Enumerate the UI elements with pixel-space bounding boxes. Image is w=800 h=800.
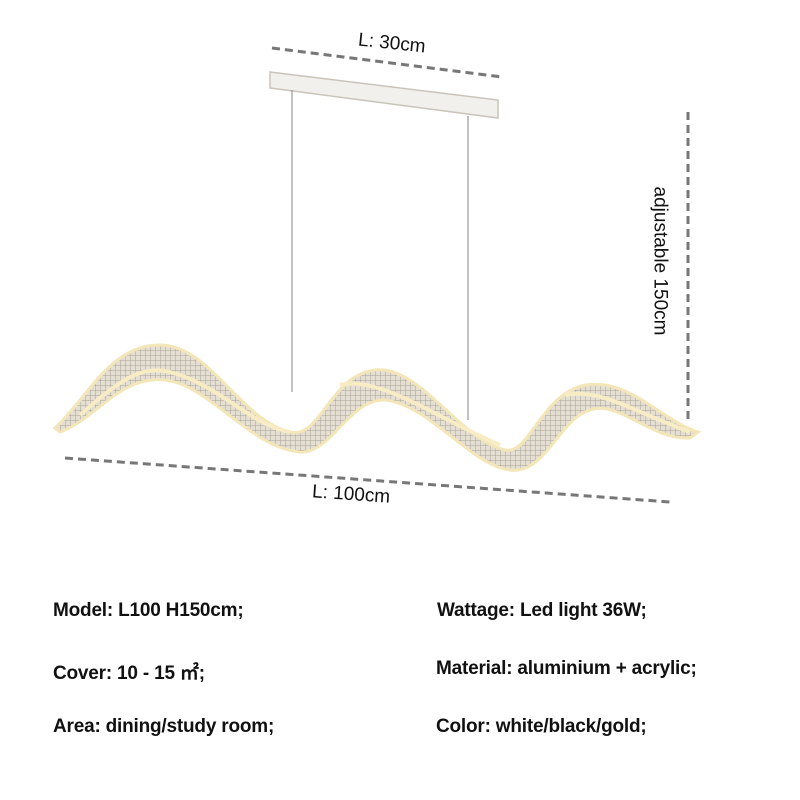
spec-model: Model: L100 H150cm; <box>53 600 244 621</box>
height-label: adjustable 150cm <box>649 186 671 336</box>
spec-material: Material: aluminium + acrylic; <box>436 658 697 679</box>
ceiling-canopy <box>269 71 499 119</box>
spec-wattage: Wattage: Led light 36W; <box>437 600 647 621</box>
spec-area: Area: dining/study room; <box>53 716 275 737</box>
spec-cover: Cover: 10 - 15 ㎡; <box>53 663 205 684</box>
wave-light-body <box>52 343 702 472</box>
spec-color: Color: white/black/gold; <box>436 716 647 737</box>
length-dimension-line <box>64 456 671 504</box>
